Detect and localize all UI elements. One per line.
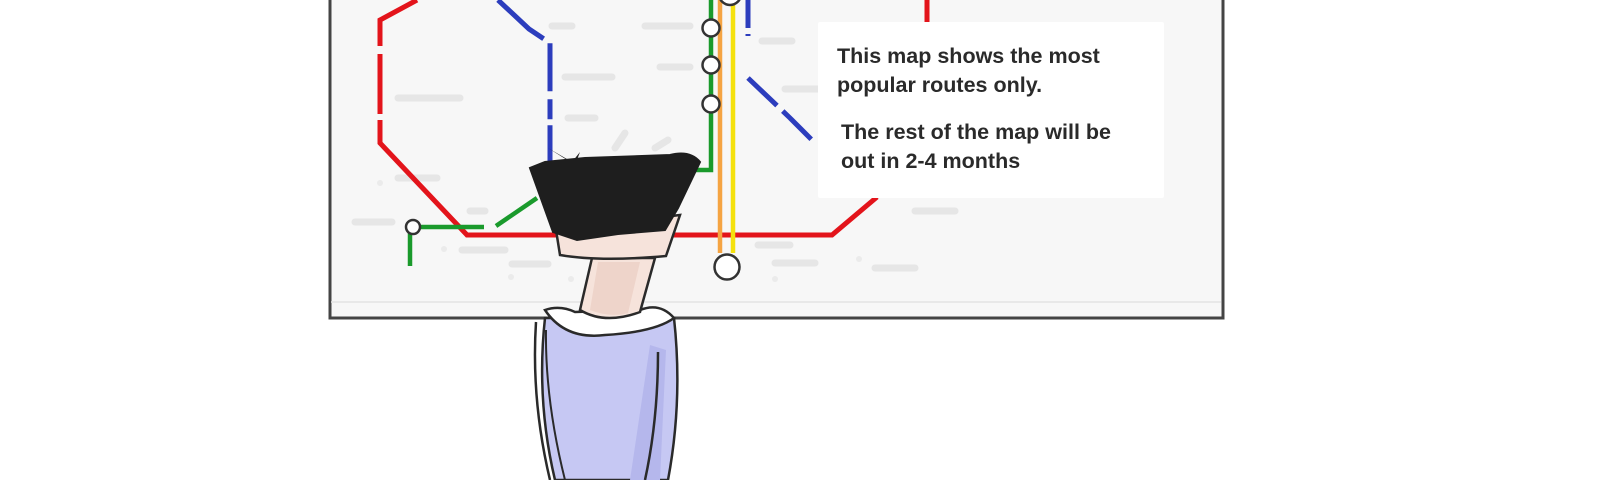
map-stations xyxy=(404,0,741,281)
station-marker xyxy=(701,55,721,75)
blue-line xyxy=(496,0,824,165)
station-marker xyxy=(701,18,721,38)
station-marker xyxy=(701,94,721,114)
person xyxy=(528,148,702,480)
shirt-collar xyxy=(543,306,676,337)
hair xyxy=(528,152,702,242)
red-line xyxy=(377,0,930,238)
notice-popular-routes-text: This map shows the most popular routes o… xyxy=(837,44,1100,97)
map-notice: This map shows the most popular routes o… xyxy=(818,22,1164,198)
station-marker xyxy=(719,0,741,7)
notice-rest-of-map-text: The rest of the map will be out in 2-4 m… xyxy=(841,120,1111,173)
map-street-labels xyxy=(351,22,959,282)
station-marker xyxy=(713,253,741,281)
station-marker xyxy=(404,218,422,236)
